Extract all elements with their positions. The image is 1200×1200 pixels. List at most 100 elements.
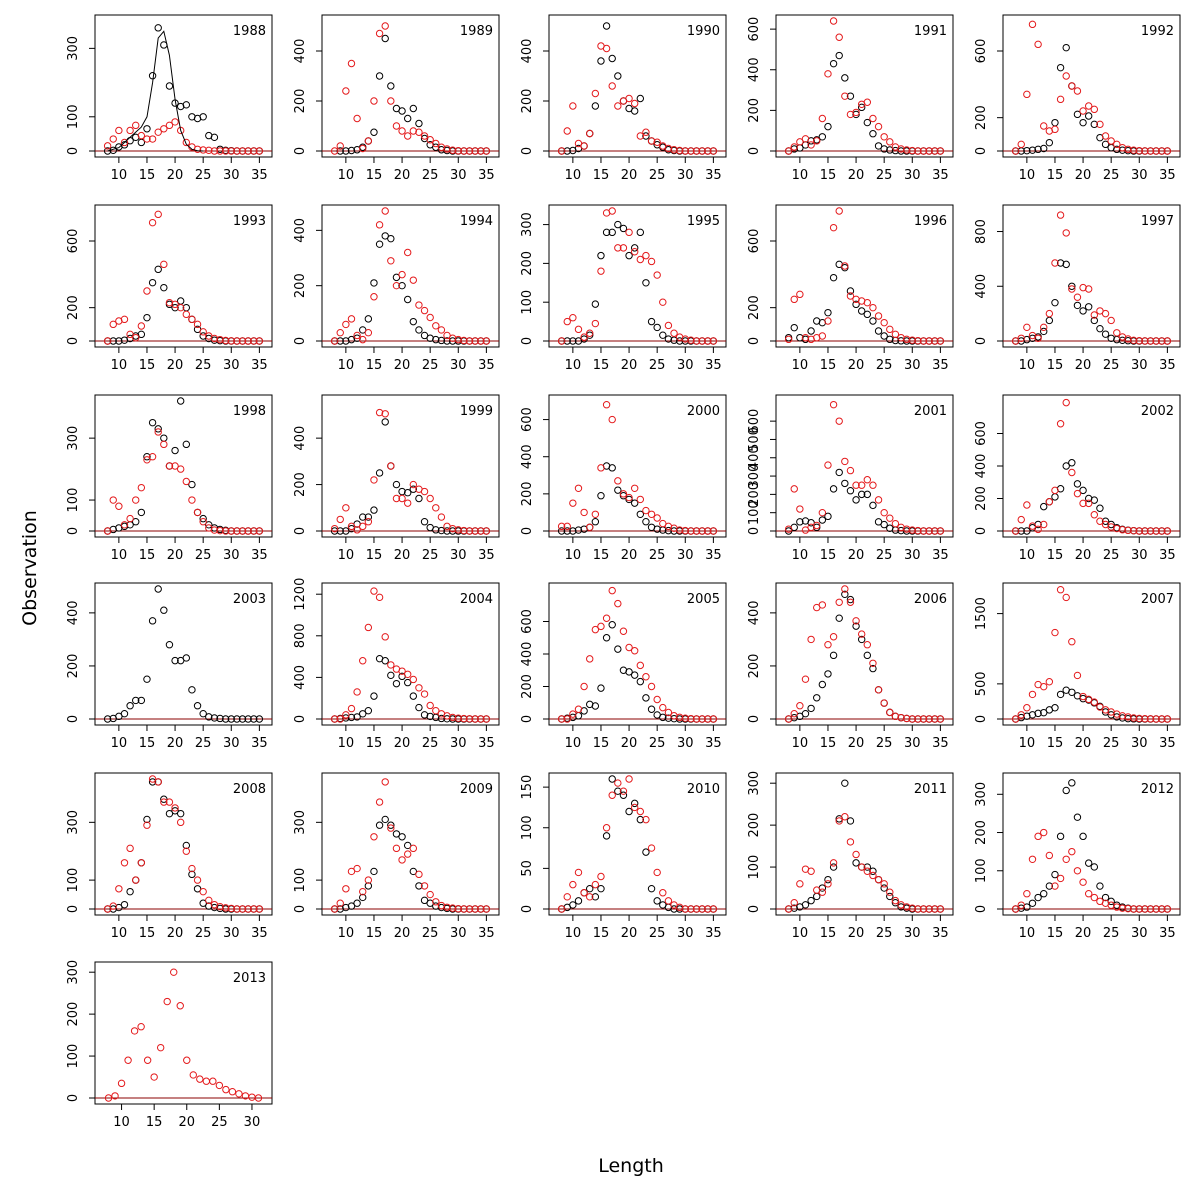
x-tick-label: 30 xyxy=(450,168,467,183)
red-point xyxy=(215,1081,224,1090)
red-point xyxy=(863,98,872,106)
y-tick-label: 0 xyxy=(520,337,535,345)
red-point xyxy=(857,863,866,871)
red-point xyxy=(569,710,577,718)
red-point xyxy=(563,127,571,135)
black-point xyxy=(1045,316,1054,325)
red-point xyxy=(818,601,827,609)
black-point xyxy=(857,490,866,499)
x-tick-label: 20 xyxy=(621,358,638,373)
red-point xyxy=(398,494,406,503)
red-point xyxy=(664,897,673,905)
red-point xyxy=(448,146,457,154)
red-point xyxy=(931,715,939,723)
y-tick-label: 150 xyxy=(520,775,535,800)
red-point xyxy=(824,880,832,888)
black-point xyxy=(381,815,389,824)
black-point xyxy=(375,240,384,248)
red-point xyxy=(886,888,894,896)
panel-2007: 2007 0 500 1500 10 15 20 25 30 35 xyxy=(974,582,1181,751)
red-point xyxy=(465,715,474,723)
black-point xyxy=(1118,336,1127,345)
black-point xyxy=(387,671,395,680)
y-tick-label: 100 xyxy=(66,104,81,129)
y-tick-label: 200 xyxy=(974,105,989,130)
red-point xyxy=(132,333,140,342)
x-tick-label: 15 xyxy=(366,926,383,941)
x-tick-label: 30 xyxy=(223,736,240,751)
y-tick-label: 800 xyxy=(974,219,989,244)
black-point xyxy=(426,334,434,342)
red-point xyxy=(580,508,588,517)
panel-title: 2009 xyxy=(460,782,493,797)
black-point xyxy=(880,884,888,892)
panel-title: 2011 xyxy=(914,782,947,797)
x-tick-label: 30 xyxy=(223,358,240,373)
red-point xyxy=(698,905,706,913)
black-point xyxy=(636,510,645,518)
fitted-line xyxy=(107,30,204,152)
red-point xyxy=(936,337,945,345)
red-point xyxy=(647,682,656,691)
red-point xyxy=(908,526,916,534)
black-point xyxy=(630,244,639,252)
x-tick-label: 35 xyxy=(932,548,949,563)
black-point xyxy=(857,103,866,112)
black-point xyxy=(392,679,401,688)
red-point xyxy=(460,526,468,535)
black-point xyxy=(160,606,168,614)
black-point xyxy=(392,830,401,838)
red-point xyxy=(1090,511,1099,519)
black-point xyxy=(1040,327,1048,336)
red-point xyxy=(1045,678,1054,686)
black-point xyxy=(829,651,838,660)
red-point xyxy=(863,867,872,875)
red-point xyxy=(925,337,933,345)
red-point xyxy=(1146,715,1155,723)
red-point xyxy=(687,147,695,155)
black-point xyxy=(227,715,235,723)
x-tick-label: 35 xyxy=(251,548,268,563)
red-point xyxy=(1023,890,1031,898)
red-point xyxy=(863,476,872,484)
panel-frame xyxy=(775,772,954,916)
red-point xyxy=(852,617,860,625)
black-point xyxy=(336,337,344,345)
y-tick-label: 100 xyxy=(293,868,308,893)
red-point xyxy=(126,844,134,853)
red-point xyxy=(813,521,821,530)
y-tick-label: 200 xyxy=(747,295,762,320)
x-tick-label: 35 xyxy=(705,736,722,751)
red-point xyxy=(210,526,219,534)
red-point xyxy=(387,97,395,105)
black-point xyxy=(1096,504,1104,512)
x-tick-label: 10 xyxy=(338,926,355,941)
x-tick-label: 35 xyxy=(251,358,268,373)
black-point xyxy=(364,513,373,521)
red-point xyxy=(115,126,123,135)
x-tick-label: 15 xyxy=(593,926,610,941)
red-point xyxy=(1124,526,1132,535)
black-point xyxy=(1028,899,1037,907)
red-point xyxy=(636,255,645,264)
x-tick-label: 25 xyxy=(649,168,666,183)
red-point xyxy=(182,477,191,486)
red-point xyxy=(465,527,474,535)
y-tick-label: 0 xyxy=(520,147,535,155)
y-tick-label: 400 xyxy=(293,39,308,64)
y-axis-label: Observation xyxy=(19,510,41,626)
y-tick-label: 400 xyxy=(293,665,308,690)
panel-1991: 1991 0 200 400 600 10 15 20 25 30 35 xyxy=(747,14,954,183)
x-tick-label: 15 xyxy=(139,548,156,563)
red-point xyxy=(160,260,168,269)
x-tick-label: 25 xyxy=(1103,736,1120,751)
black-point xyxy=(387,234,395,243)
red-point xyxy=(381,207,389,215)
black-point xyxy=(597,251,605,260)
x-tick-label: 20 xyxy=(394,548,411,563)
x-tick-label: 35 xyxy=(478,548,495,563)
panel-1999: 1999 0 200 400 10 15 20 25 30 35 xyxy=(293,394,500,563)
x-tick-label: 35 xyxy=(1159,736,1176,751)
black-point xyxy=(165,82,174,90)
